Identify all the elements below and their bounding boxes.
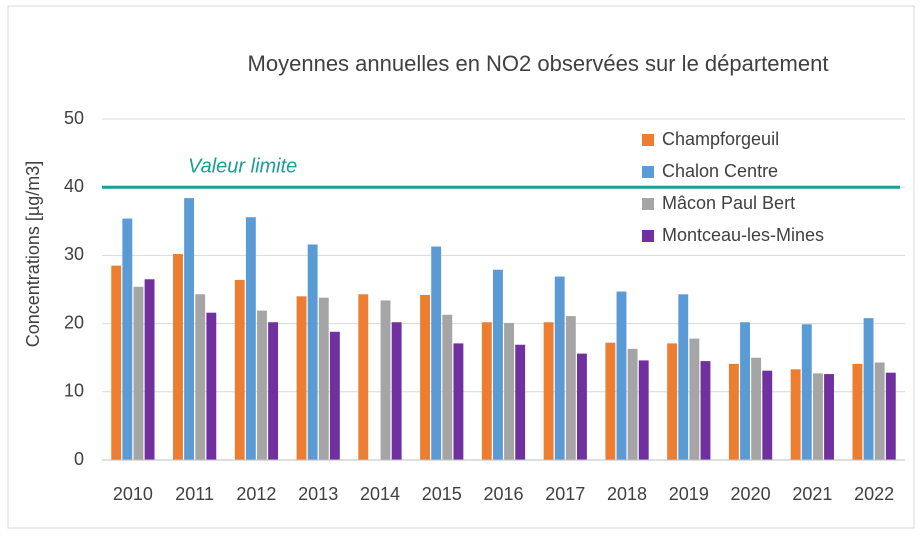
- x-tick-label: 2011: [175, 484, 214, 504]
- bar: [790, 369, 801, 460]
- bar: [380, 300, 391, 460]
- bar: [616, 291, 627, 460]
- y-tick-label: 20: [64, 312, 84, 332]
- y-tick-label: 40: [64, 176, 84, 196]
- bar: [863, 318, 874, 460]
- bar: [431, 246, 442, 460]
- bar: [307, 244, 318, 460]
- y-tick-label: 0: [74, 449, 84, 469]
- bar: [812, 373, 823, 460]
- y-tick-label: 10: [64, 381, 84, 401]
- x-tick-label: 2022: [854, 484, 894, 504]
- bar: [751, 357, 762, 460]
- bar: [700, 361, 711, 460]
- legend-label: Mâcon Paul Bert: [662, 193, 795, 213]
- bar: [206, 312, 217, 460]
- bar: [184, 198, 195, 460]
- bar: [442, 314, 453, 460]
- x-tick-label: 2014: [360, 484, 400, 504]
- bar: [453, 343, 464, 460]
- y-tick-label: 30: [64, 244, 84, 264]
- legend-label: Champforgeuil: [662, 129, 779, 149]
- bar: [481, 322, 492, 460]
- legend-swatch: [642, 134, 654, 146]
- bar: [852, 363, 863, 460]
- bar: [358, 294, 369, 460]
- bar: [638, 360, 649, 460]
- bar: [762, 370, 773, 460]
- x-tick-label: 2010: [113, 484, 153, 504]
- bar: [318, 297, 329, 460]
- y-axis-label: Concentrations [µg/m3]: [23, 161, 43, 347]
- bar: [245, 217, 256, 460]
- bar: [554, 276, 565, 460]
- bar: [492, 269, 503, 460]
- x-tick-label: 2012: [236, 484, 276, 504]
- bar: [728, 363, 739, 460]
- x-tick-label: 2019: [669, 484, 709, 504]
- x-tick-label: 2013: [298, 484, 338, 504]
- bar: [329, 331, 340, 460]
- legend-swatch: [642, 166, 654, 178]
- bar: [296, 296, 307, 460]
- legend-swatch: [642, 198, 654, 210]
- bar: [144, 279, 155, 460]
- x-tick-label: 2021: [792, 484, 832, 504]
- bar: [678, 294, 689, 460]
- y-tick-label: 50: [64, 108, 84, 128]
- bar: [173, 254, 183, 460]
- bar: [667, 343, 678, 460]
- bar: [874, 362, 885, 460]
- bar: [627, 348, 638, 460]
- bar: [234, 279, 245, 460]
- bar: [543, 322, 554, 460]
- legend-label: Montceau-les-Mines: [662, 225, 824, 245]
- bar: [257, 310, 267, 460]
- bar: [133, 286, 144, 460]
- bar: [122, 218, 133, 460]
- bar: [504, 322, 515, 460]
- x-tick-label: 2020: [731, 484, 771, 504]
- reference-label: Valeur limite: [188, 155, 297, 177]
- bar: [824, 374, 834, 460]
- bar: [195, 294, 206, 460]
- bar: [605, 342, 616, 460]
- x-tick-label: 2017: [545, 484, 585, 504]
- legend-swatch: [642, 230, 654, 242]
- bar: [885, 372, 896, 460]
- bar: [577, 353, 587, 460]
- x-tick-label: 2016: [483, 484, 523, 504]
- bar: [801, 324, 812, 460]
- x-tick-label: 2015: [422, 484, 462, 504]
- bar: [689, 338, 700, 460]
- x-tick-label: 2018: [607, 484, 647, 504]
- legend-label: Chalon Centre: [662, 161, 778, 181]
- bar: [565, 316, 576, 460]
- bar: [515, 344, 526, 460]
- chart-title: Moyennes annuelles en NO2 observées sur …: [248, 51, 829, 76]
- bar: [111, 265, 122, 460]
- bar: [391, 322, 402, 460]
- bar: [268, 322, 279, 460]
- bar: [420, 294, 430, 460]
- bar: [740, 322, 750, 460]
